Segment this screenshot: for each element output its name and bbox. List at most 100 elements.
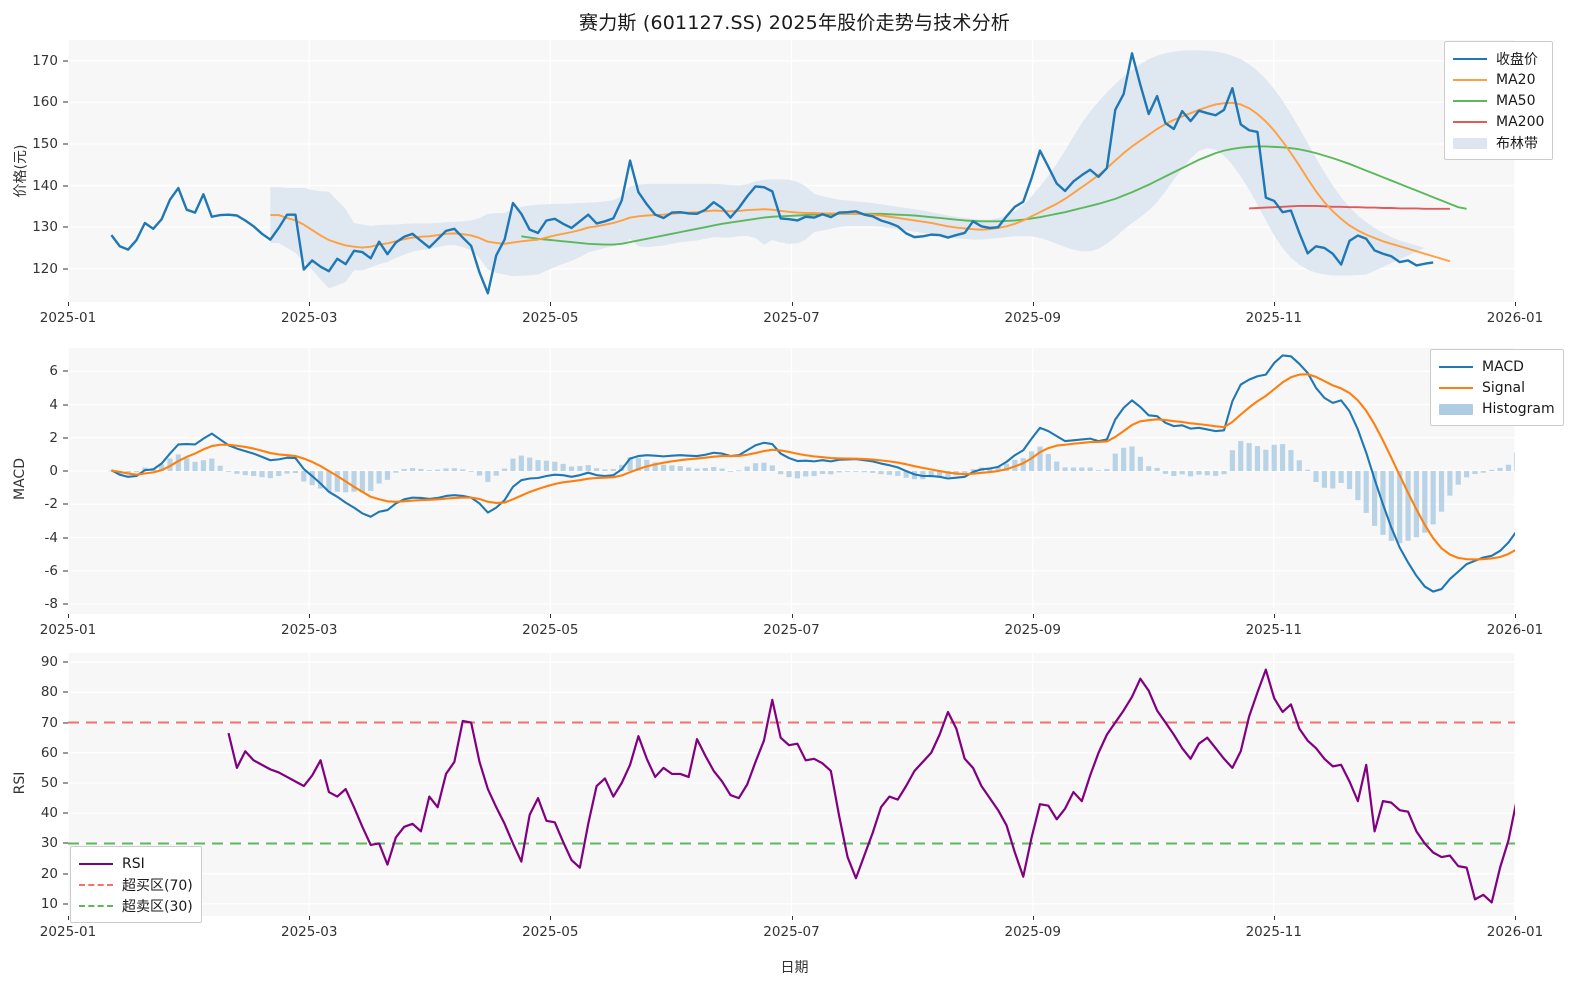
legend-label: MA200 [1496, 113, 1545, 130]
legend-item-macd-1[interactable]: Signal [1439, 377, 1555, 398]
legend-item-macd-0[interactable]: MACD [1439, 356, 1555, 377]
y-tick-mark [63, 537, 68, 539]
legend-swatch-icon [1453, 115, 1487, 129]
legend-swatch-icon [1439, 360, 1473, 374]
x-tick-mark [68, 916, 69, 920]
y-tick-mark [63, 60, 68, 62]
x-tick-mark [1032, 916, 1034, 920]
x-tick-label-price: 2026-01 [1486, 310, 1544, 326]
x-tick-mark [309, 916, 311, 920]
y-tick-label-macd: 2 [49, 429, 58, 446]
x-tick-mark [309, 614, 311, 618]
y-tick-mark [63, 661, 68, 663]
legend-rsi: RSI 超买区(70) 超卖区(30) [70, 846, 202, 923]
y-tick-mark [63, 873, 68, 875]
x-tick-label-price: 2025-03 [281, 310, 338, 326]
x-tick-label-price: 2025-11 [1245, 310, 1302, 326]
legend-item-rsi-0[interactable]: RSI [79, 853, 193, 874]
x-tick-label-rsi: 2025-03 [281, 924, 338, 940]
y-tick-mark [63, 722, 68, 724]
legend-label: MA20 [1496, 71, 1536, 88]
x-tick-mark [1515, 614, 1516, 618]
x-tick-label-macd: 2025-11 [1245, 622, 1302, 638]
y-tick-label-price: 170 [32, 52, 58, 69]
legend-macd: MACD Signal Histogram [1430, 349, 1564, 426]
y-tick-mark [63, 691, 68, 693]
x-tick-label-macd: 2025-07 [763, 622, 820, 638]
legend-price: 收盘价 MA20 MA50 MA200 布林带 [1444, 41, 1554, 160]
legend-label: 超卖区(30) [122, 898, 193, 915]
legend-swatch-icon [1453, 136, 1487, 150]
legend-label: Histogram [1482, 400, 1555, 417]
y-tick-label-macd: 6 [49, 363, 58, 380]
x-tick-label-macd: 2025-09 [1004, 622, 1061, 638]
x-tick-mark [1273, 614, 1275, 618]
y-tick-mark [63, 603, 68, 605]
y-tick-mark [63, 842, 68, 844]
x-tick-mark [68, 302, 69, 306]
legend-swatch-icon [79, 878, 113, 892]
y-tick-label-price: 140 [32, 177, 58, 194]
x-tick-label-rsi: 2025-09 [1004, 924, 1061, 940]
y-tick-label-price: 120 [32, 260, 58, 277]
x-tick-mark [550, 302, 552, 306]
x-tick-label-rsi: 2025-05 [522, 924, 579, 940]
legend-label: RSI [122, 855, 145, 872]
x-tick-label-rsi: 2025-01 [39, 924, 97, 940]
x-tick-label-rsi: 2026-01 [1486, 924, 1544, 940]
y-tick-mark [63, 903, 68, 905]
legend-swatch-icon [1439, 381, 1473, 395]
legend-item-price-4[interactable]: 布林带 [1453, 132, 1544, 153]
legend-item-price-0[interactable]: 收盘价 [1453, 48, 1544, 69]
y-tick-label-rsi: 20 [40, 865, 58, 882]
x-tick-mark [791, 614, 793, 618]
legend-swatch-icon [1453, 94, 1487, 108]
y-tick-mark [63, 226, 68, 228]
chart-panel-price [68, 40, 1515, 302]
chart-panel-rsi [68, 653, 1515, 916]
legend-item-price-1[interactable]: MA20 [1453, 69, 1544, 90]
series-收盘价 [110, 52, 1434, 295]
legend-item-rsi-1[interactable]: 超买区(70) [79, 874, 193, 895]
x-tick-mark [550, 614, 552, 618]
series-Signal [111, 373, 1515, 561]
y-tick-label-rsi: 90 [40, 654, 58, 671]
y-tick-label-rsi: 10 [40, 895, 58, 912]
legend-swatch-icon [1453, 52, 1487, 66]
y-axis-label-price: 价格(元) [13, 144, 29, 198]
y-tick-label-price: 150 [32, 135, 58, 152]
chart-panel-macd [68, 348, 1515, 614]
y-tick-label-rsi: 40 [40, 805, 58, 822]
legend-label: MA50 [1496, 92, 1536, 109]
y-tick-mark [63, 570, 68, 572]
legend-item-rsi-2[interactable]: 超卖区(30) [79, 895, 193, 916]
plot-price [68, 40, 1515, 302]
y-tick-mark [63, 752, 68, 754]
x-tick-mark [1515, 916, 1516, 920]
y-tick-label-macd: 0 [49, 463, 58, 480]
y-axis-label-macd: MACD [12, 458, 28, 500]
x-tick-label-macd: 2025-05 [522, 622, 579, 638]
y-tick-label-macd: -6 [44, 562, 58, 579]
y-tick-label-rsi: 60 [40, 744, 58, 761]
legend-swatch-icon [79, 899, 113, 913]
legend-item-macd-2[interactable]: Histogram [1439, 398, 1555, 419]
y-tick-label-macd: -2 [44, 496, 58, 513]
legend-item-price-2[interactable]: MA50 [1453, 90, 1544, 111]
legend-label: MACD [1482, 358, 1524, 375]
x-tick-label-rsi: 2025-07 [763, 924, 820, 940]
y-tick-label-macd: -8 [44, 596, 58, 613]
y-tick-mark [63, 812, 68, 814]
x-tick-mark [791, 916, 793, 920]
x-axis-label: 日期 [780, 960, 809, 976]
y-tick-mark [63, 437, 68, 439]
legend-item-price-3[interactable]: MA200 [1453, 111, 1544, 132]
y-tick-mark [63, 185, 68, 187]
y-tick-label-rsi: 30 [40, 835, 58, 852]
legend-swatch-icon [79, 857, 113, 871]
x-tick-mark [1032, 302, 1034, 306]
legend-label: Signal [1482, 379, 1526, 396]
legend-swatch-icon [1439, 402, 1473, 416]
x-tick-label-macd: 2026-01 [1486, 622, 1544, 638]
x-tick-mark [550, 916, 552, 920]
